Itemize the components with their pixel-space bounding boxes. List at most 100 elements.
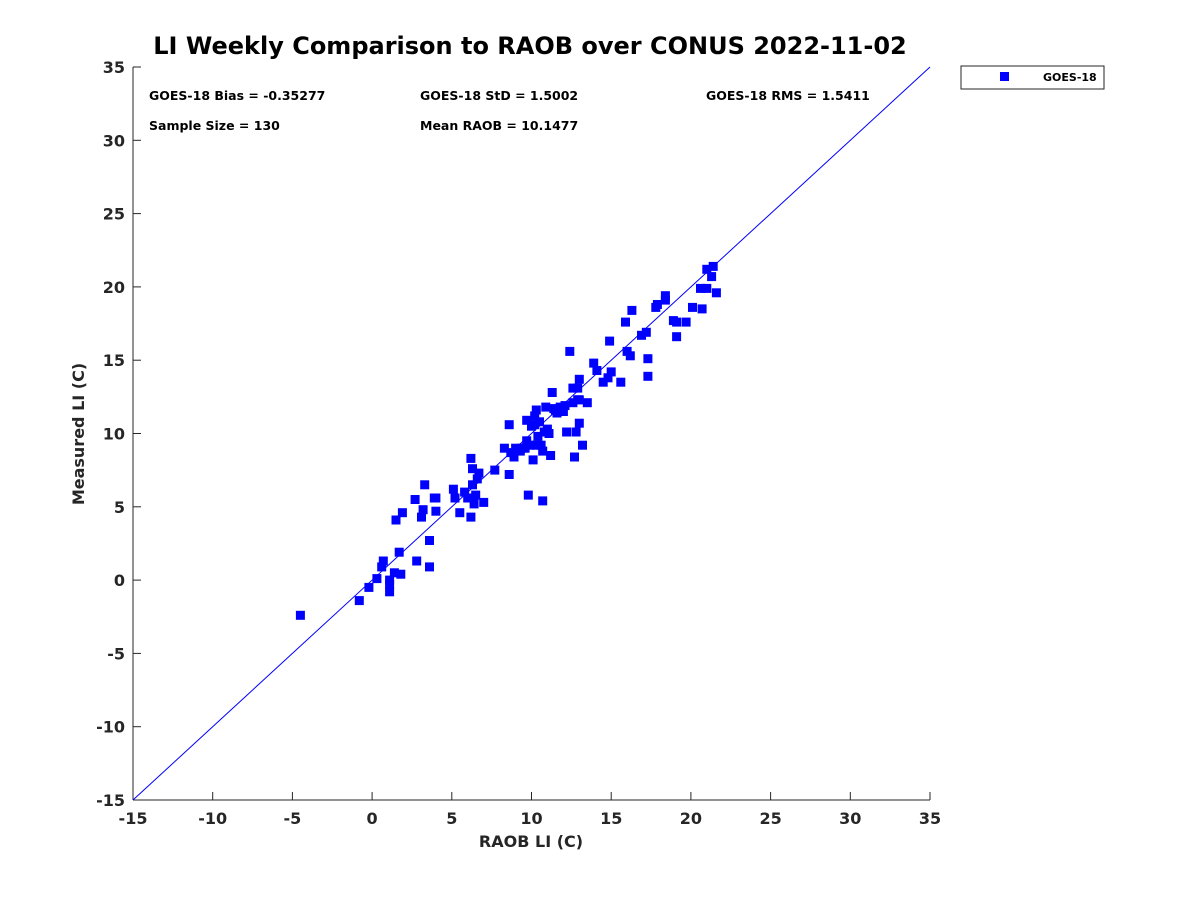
data-point	[681, 317, 691, 327]
y-tick-label: -15	[96, 791, 125, 810]
y-tick-label: 0	[114, 571, 125, 590]
data-point	[627, 305, 637, 315]
data-point	[643, 371, 653, 381]
x-tick-label: -15	[119, 809, 148, 828]
x-tick-label: 35	[919, 809, 941, 828]
data-point	[535, 417, 544, 427]
rms-annotation: GOES-18 RMS = 1.5411	[706, 88, 870, 103]
data-point	[466, 453, 476, 463]
data-point	[397, 508, 407, 518]
std-annotation: GOES-18 StD = 1.5002	[420, 88, 578, 103]
x-tick-label: 5	[446, 809, 457, 828]
data-point	[450, 493, 460, 503]
data-point	[463, 493, 473, 503]
bias-annotation: GOES-18 Bias = -0.35277	[149, 88, 325, 103]
data-point	[531, 405, 541, 415]
one-to-one-line	[132, 66, 931, 801]
data-point	[394, 547, 404, 557]
data-point	[385, 580, 395, 589]
data-point	[412, 556, 422, 566]
y-tick-label: -10	[96, 718, 125, 737]
sample-size-annotation: Sample Size = 130	[149, 118, 280, 133]
data-point	[637, 330, 646, 340]
data-point	[562, 427, 572, 437]
data-point	[378, 556, 388, 566]
data-point	[702, 283, 712, 293]
data-point	[372, 574, 382, 584]
data-point	[603, 373, 613, 383]
data-point	[511, 443, 521, 453]
goes-18-points	[295, 261, 721, 620]
data-point	[558, 407, 568, 416]
x-tick-label: 0	[367, 809, 378, 828]
data-point	[385, 587, 395, 597]
data-point	[538, 496, 548, 506]
data-point	[606, 367, 616, 377]
data-point	[641, 327, 651, 337]
data-point	[417, 512, 426, 522]
data-point	[544, 429, 554, 438]
data-point	[565, 346, 575, 356]
x-tick-label: 20	[680, 809, 702, 828]
data-point	[389, 568, 399, 578]
data-point	[431, 506, 441, 516]
data-point	[466, 512, 476, 522]
data-point	[396, 569, 406, 579]
y-axis-label: Measured LI (C)	[69, 363, 88, 505]
data-point	[420, 480, 430, 490]
data-point	[504, 470, 514, 479]
data-point	[707, 272, 717, 282]
data-point	[295, 610, 305, 620]
x-tick-label: -5	[284, 809, 302, 828]
data-point	[592, 366, 602, 375]
data-point	[605, 336, 615, 346]
chart-title: LI Weekly Comparison to RAOB over CONUS …	[153, 32, 906, 60]
legend-marker-goes-18	[1000, 72, 1009, 81]
data-point	[702, 264, 712, 274]
data-point	[469, 499, 479, 509]
data-point	[479, 497, 489, 507]
x-axis-label: RAOB LI (C)	[479, 832, 583, 851]
data-point	[525, 440, 535, 450]
data-point	[460, 487, 470, 497]
data-point	[568, 383, 578, 393]
y-tick-label: -5	[107, 644, 125, 663]
data-point	[418, 505, 428, 515]
data-point	[621, 317, 630, 327]
data-point	[528, 455, 538, 465]
data-point	[474, 468, 484, 478]
data-point	[589, 358, 599, 368]
data-point	[533, 431, 543, 441]
data-point	[574, 395, 584, 405]
data-point	[578, 440, 587, 450]
mean-raob-annotation: Mean RAOB = 10.1477	[420, 118, 578, 133]
data-point	[391, 515, 401, 525]
data-point	[541, 402, 551, 412]
y-tick-label: 25	[103, 205, 125, 224]
data-point	[354, 596, 364, 606]
y-tick-label: 20	[103, 278, 125, 297]
data-point	[468, 464, 477, 474]
legend: GOES-18	[960, 65, 1105, 90]
data-point	[574, 374, 584, 384]
data-point	[410, 495, 420, 504]
legend-box	[960, 65, 1105, 90]
y-tick-label: 10	[103, 425, 125, 444]
legend-label-goes-18: GOES-18	[1043, 71, 1097, 84]
data-point	[472, 474, 482, 484]
data-point	[536, 440, 546, 450]
data-point	[531, 440, 541, 450]
data-point	[448, 484, 458, 494]
data-point	[711, 288, 721, 298]
y-ticks: -15 -10 -5 0 5 10 15 20 25 30 35	[96, 58, 141, 810]
data-point	[688, 302, 697, 312]
data-point	[571, 427, 581, 437]
data-point	[530, 411, 540, 421]
data-point	[616, 377, 626, 387]
data-point	[431, 493, 441, 503]
data-point	[573, 383, 583, 393]
data-point	[468, 480, 477, 490]
data-point	[547, 388, 557, 397]
data-point	[696, 283, 705, 293]
